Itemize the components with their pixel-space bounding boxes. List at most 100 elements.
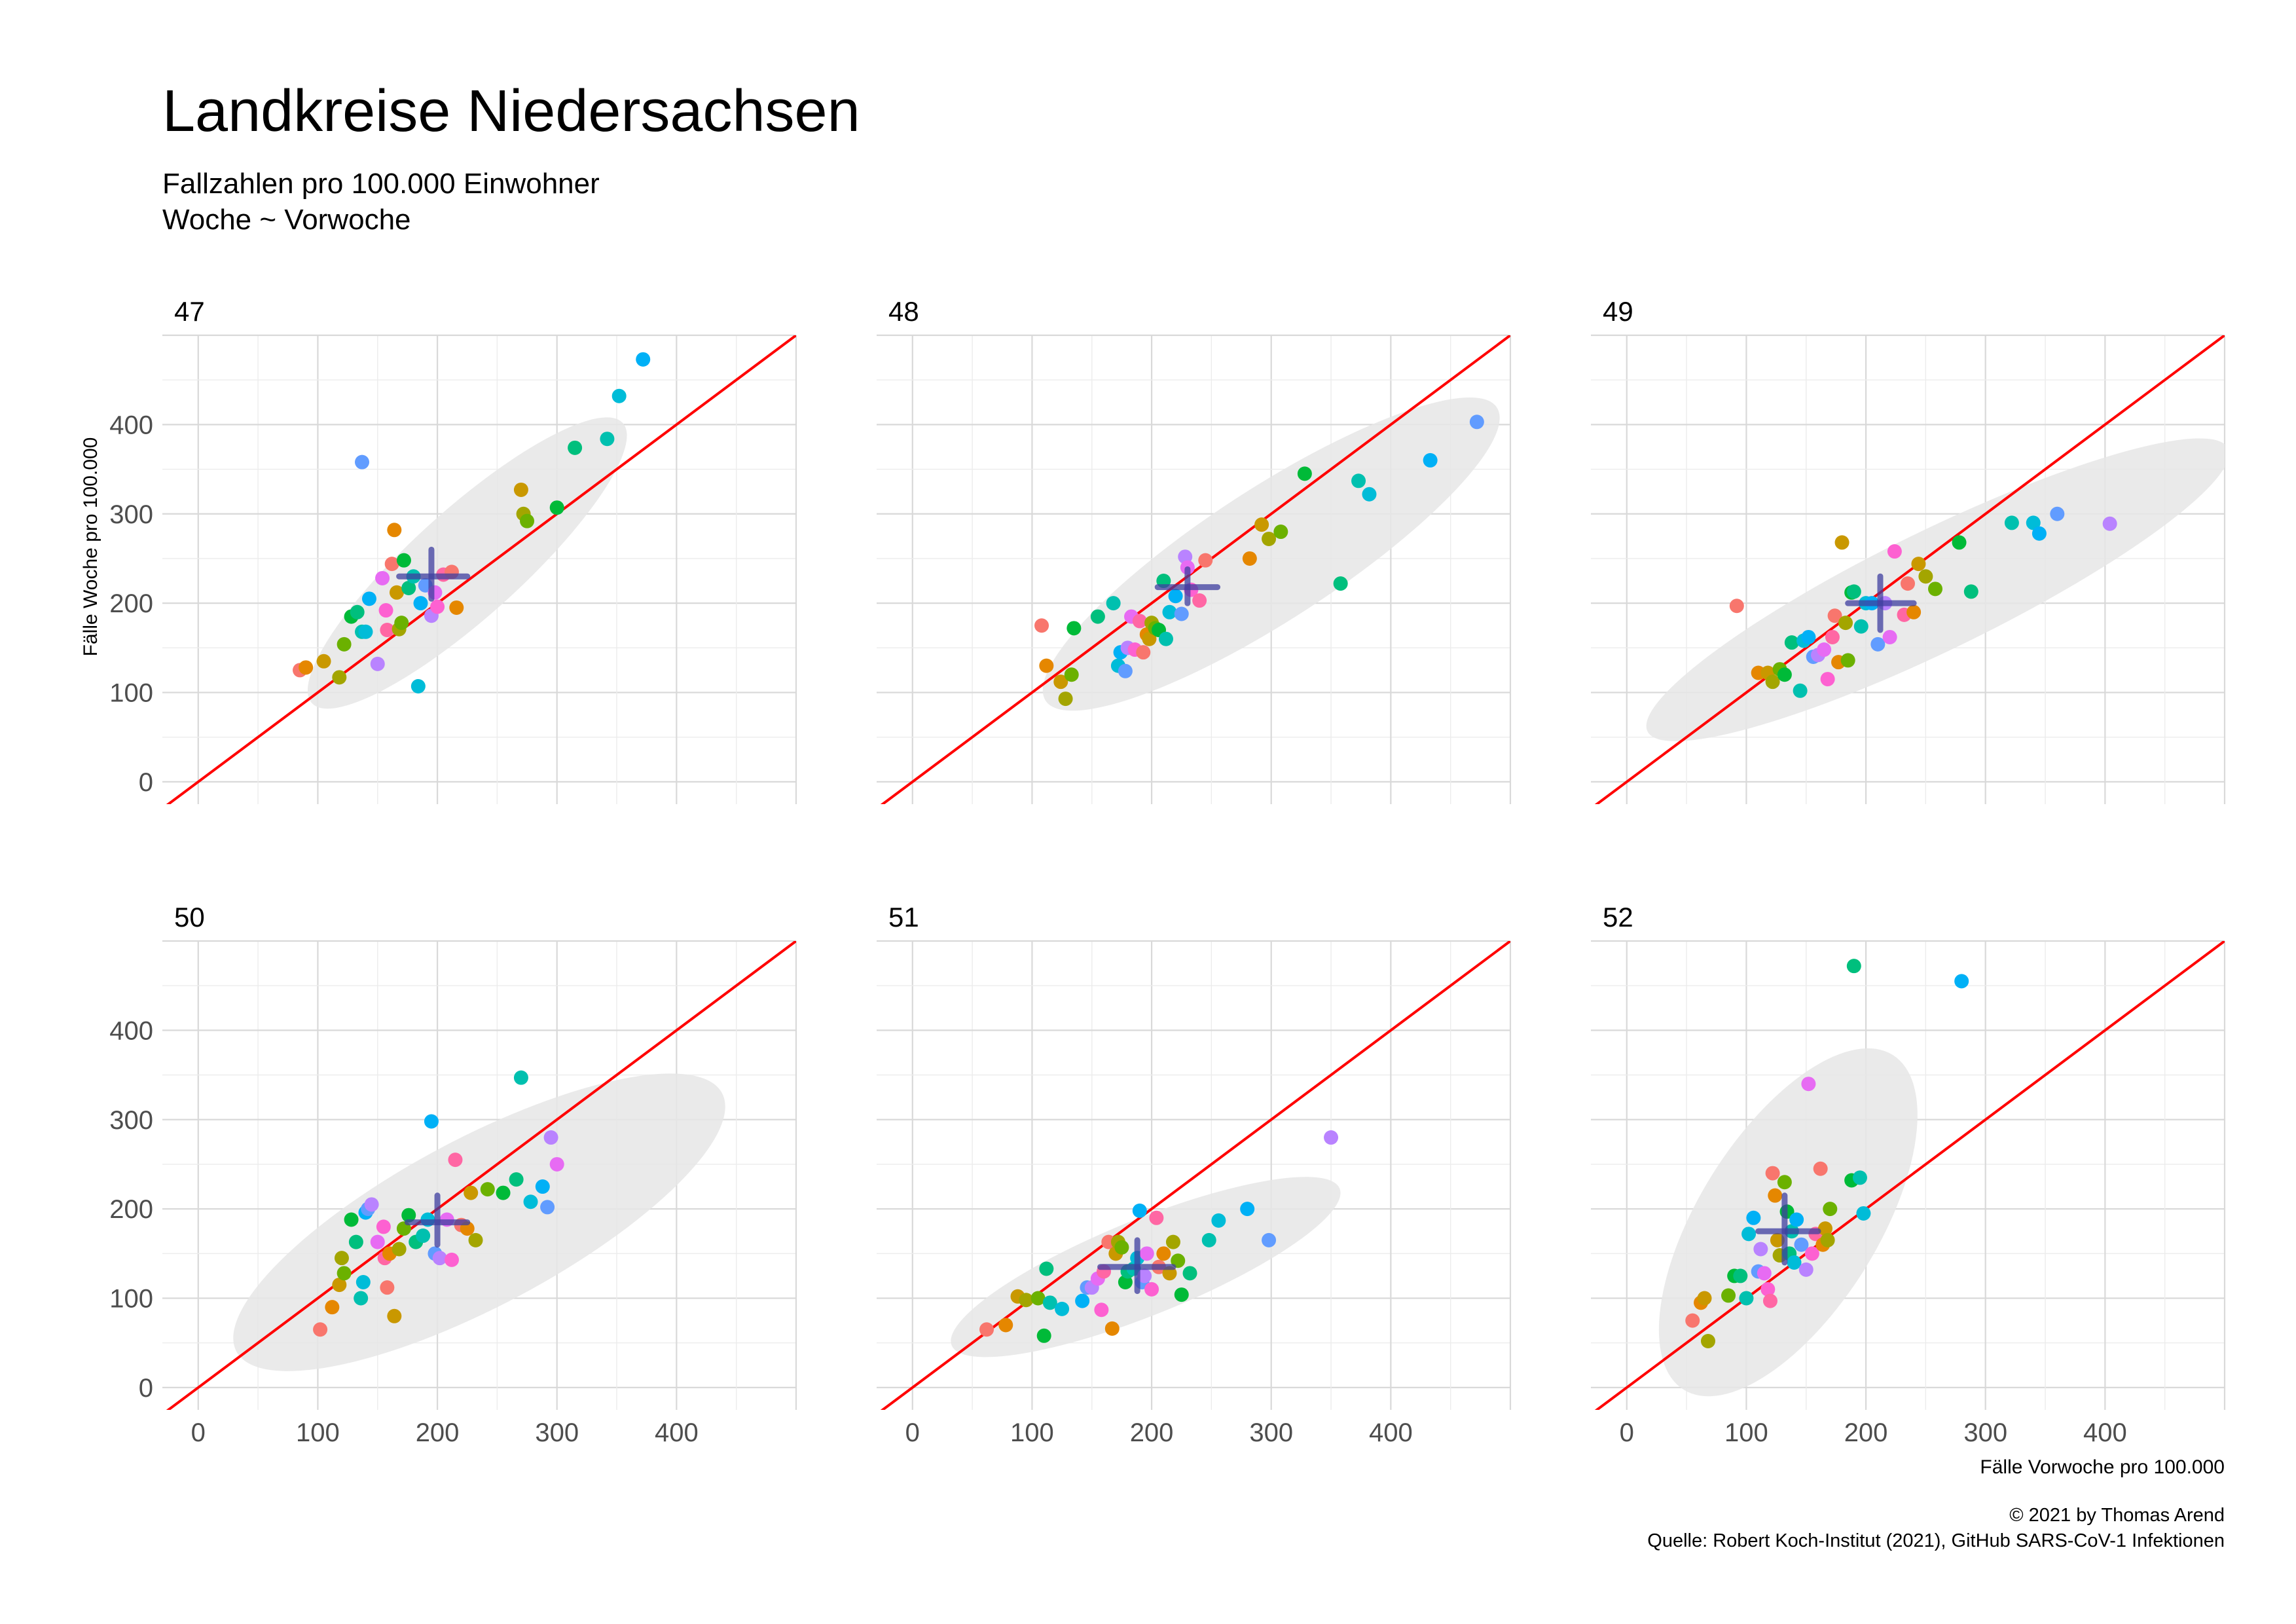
data-point (480, 1182, 495, 1197)
data-point (2102, 516, 2117, 531)
data-point (1240, 1202, 1255, 1217)
data-point (1042, 1295, 1057, 1310)
data-point (1158, 631, 1173, 646)
data-point (348, 1234, 363, 1249)
data-point (1789, 1212, 1804, 1227)
data-point (1064, 667, 1079, 682)
data-point (1142, 631, 1157, 646)
data-point (1165, 1234, 1180, 1249)
data-point (1954, 974, 1969, 989)
reference-line-y-equals-x (166, 335, 796, 804)
data-point (520, 513, 535, 528)
facet-strip-label: 47 (174, 296, 205, 327)
facet-strip-label: 50 (174, 902, 205, 932)
data-point (1700, 1333, 1715, 1348)
x-tick-label: 400 (2083, 1418, 2127, 1447)
facet-strip-label: 48 (888, 296, 919, 327)
data-point (1746, 1210, 1761, 1225)
data-point (1333, 576, 1348, 591)
data-point (325, 1300, 340, 1315)
facet-plot-area (880, 941, 1510, 1410)
data-point (1132, 614, 1147, 629)
reference-line-y-equals-x (1594, 335, 2225, 804)
data-point (1813, 1161, 1828, 1176)
data-point (1760, 1282, 1776, 1297)
data-point (1137, 1268, 1152, 1283)
x-tick-label: 200 (1844, 1418, 1888, 1447)
data-point (375, 570, 390, 585)
x-tick-label: 100 (1010, 1418, 1054, 1447)
data-point (1963, 584, 1978, 599)
data-point (364, 1197, 379, 1212)
x-tick-label: 300 (535, 1418, 579, 1447)
facet-panel-49: 49 (1591, 296, 2226, 804)
data-point (509, 1172, 524, 1187)
data-point (355, 1274, 371, 1289)
data-point (1254, 517, 1269, 532)
data-point (1132, 1203, 1147, 1218)
facet-strip-label: 51 (888, 902, 919, 932)
y-tick-label: 300 (109, 500, 153, 529)
caption-copyright: © 2021 by Thomas Arend (2009, 1505, 2225, 1526)
data-point (344, 1212, 359, 1227)
data-point (1918, 569, 1933, 584)
reference-line-y-equals-x (1594, 941, 2225, 1410)
x-axis-label: Fälle Vorwoche pro 100.000 (1980, 1456, 2225, 1478)
facet-plot-area (1594, 941, 2225, 1410)
data-point (998, 1318, 1013, 1333)
data-point (1765, 1166, 1780, 1181)
data-point (1757, 1266, 1772, 1281)
data-point (387, 523, 402, 538)
data-point (1053, 674, 1068, 690)
data-point (468, 1232, 483, 1247)
data-point (568, 440, 583, 455)
data-point (549, 500, 564, 515)
data-point (449, 600, 464, 615)
data-point (380, 1280, 395, 1295)
data-point (1094, 1302, 1109, 1318)
data-point (354, 1291, 369, 1306)
data-point (611, 388, 627, 403)
data-point (401, 580, 416, 595)
data-point (1019, 1293, 1034, 1308)
data-point (1174, 606, 1189, 621)
y-tick-label: 0 (139, 1374, 153, 1403)
data-point (416, 1228, 431, 1244)
x-tick-label: 200 (1130, 1418, 1174, 1447)
data-point (1262, 1232, 1277, 1247)
data-point (2050, 506, 2065, 521)
data-point (543, 1130, 558, 1145)
x-tick-label: 300 (1963, 1418, 2007, 1447)
data-point (1192, 593, 1207, 608)
data-point (401, 1208, 416, 1223)
data-point (448, 1153, 463, 1168)
x-tick-label: 0 (1620, 1418, 1634, 1447)
data-point (1030, 1291, 1046, 1306)
data-point (1273, 525, 1288, 540)
data-point (1729, 599, 1744, 614)
data-point (1901, 576, 1915, 591)
data-point (1817, 642, 1832, 657)
data-point (513, 1070, 528, 1085)
data-point (1853, 619, 1868, 634)
data-point (1777, 667, 1792, 682)
facet-strip-label: 49 (1603, 296, 1633, 327)
data-point (1297, 466, 1312, 481)
data-point (496, 1185, 511, 1200)
data-point (1856, 1206, 1871, 1221)
data-point (1762, 1293, 1777, 1308)
x-tick-label: 0 (905, 1418, 920, 1447)
data-point (1174, 1287, 1189, 1302)
y-tick-label: 200 (109, 589, 153, 618)
facet-panels: 47 0 100 200 300 400 48 49 50 0 100 200 300 400 0 100 20… (109, 296, 2226, 1447)
y-tick-label: 400 (109, 1016, 153, 1045)
data-point (413, 596, 428, 611)
data-point (1075, 1293, 1090, 1308)
data-point (392, 1242, 407, 1257)
y-tick-label: 0 (139, 768, 153, 797)
data-point (1055, 1301, 1070, 1316)
data-point (1036, 1328, 1051, 1343)
data-point (1793, 683, 1808, 698)
y-tick-label: 100 (109, 1285, 153, 1314)
data-point (389, 585, 404, 600)
